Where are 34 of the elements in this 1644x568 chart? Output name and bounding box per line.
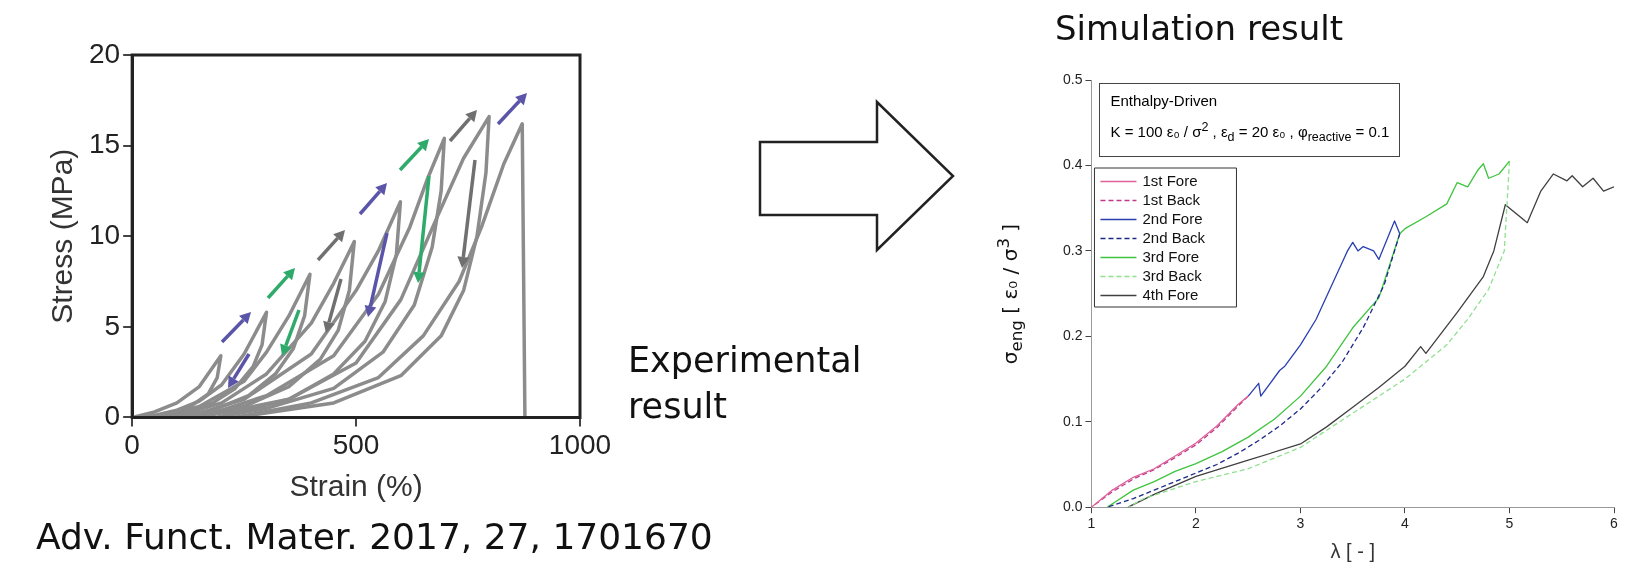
y-tick-label: 0 (104, 400, 121, 432)
x-tick-label: 1000 (548, 428, 612, 460)
legend-label: 1st Fore (1142, 171, 1198, 189)
x-axis-title: Strain (%) (289, 469, 423, 503)
x-tick-label: 6 (1610, 515, 1619, 532)
legend-label: 3rd Back (1142, 266, 1203, 284)
text: Adv. Funct. Mater. 2017, 27, 1701670 (36, 516, 713, 557)
y-tick-label: 5 (104, 309, 121, 341)
y-tick-label: 0.3 (1062, 241, 1083, 258)
legend-label: 3rd Fore (1142, 247, 1200, 265)
y-tick-label: 0.2 (1062, 327, 1083, 344)
x-tick-label: 5 (1505, 515, 1514, 532)
y-tick-label: 20 (88, 37, 121, 69)
y-tick-label: 15 (88, 128, 121, 160)
x-tick-label: 500 (332, 428, 380, 460)
annotation: Enthalpy-Driven (1110, 91, 1219, 111)
y-tick-label: 0.4 (1062, 156, 1083, 173)
y-tick-label: 0.1 (1062, 412, 1083, 429)
x-tick-label: 3 (1296, 515, 1305, 532)
x-tick-label: 4 (1401, 515, 1410, 532)
legend-label: 4th Fore (1142, 285, 1199, 303)
y-tick-label: 0.5 (1062, 70, 1083, 87)
legend-label: 1st Back (1142, 190, 1201, 208)
chart-title: Simulation result (1055, 8, 1344, 48)
text: Experimental result (628, 339, 863, 428)
y-tick-label: 10 (88, 218, 121, 250)
x-tick-label: 2 (1192, 515, 1201, 532)
x-axis-title: λ [ - ] (1330, 539, 1375, 562)
legend-label: 2nd Back (1142, 228, 1206, 246)
legend-label: 2nd Fore (1142, 209, 1203, 227)
annotation: K = 100 ε₀ / σ$^{2}$ , ε$_{d}$ = 20 ε₀ , φ$_{reactive}$ = 0.1 (1110, 119, 1390, 146)
x-tick-label: 1 (1087, 515, 1096, 532)
y-axis-title: Stress (MPa) (45, 148, 79, 324)
y-tick-label: 0.0 (1062, 498, 1083, 515)
